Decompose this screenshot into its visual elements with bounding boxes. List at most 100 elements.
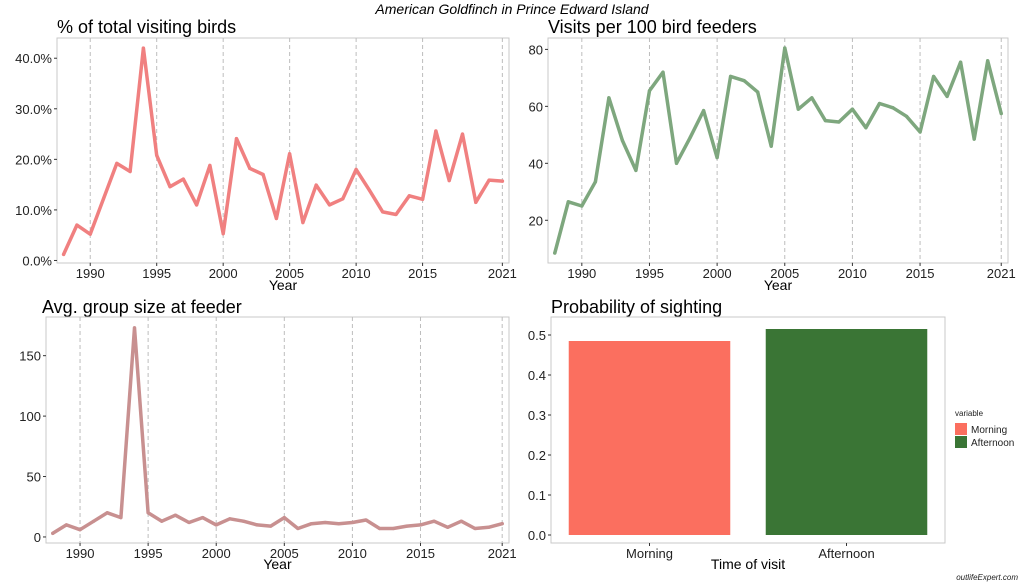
- data-point: [661, 70, 665, 74]
- data-point: [460, 132, 465, 136]
- data-point: [647, 89, 652, 93]
- data-point: [593, 180, 597, 184]
- data-point: [945, 94, 949, 98]
- data-point: [228, 517, 232, 521]
- x-tick-label: Morning: [626, 546, 673, 561]
- data-point: [62, 252, 66, 257]
- series-line: [553, 46, 1003, 255]
- y-tick-label: 20: [529, 213, 543, 228]
- data-point: [729, 74, 733, 79]
- data-point: [119, 516, 123, 520]
- data-point: [918, 130, 922, 134]
- legend-label: Afternoon: [971, 438, 1014, 449]
- y-tick-label: 40.0%: [15, 51, 52, 66]
- y-tick-label: 80: [529, 42, 543, 57]
- data-point: [783, 46, 787, 50]
- data-point: [234, 137, 239, 141]
- data-point: [715, 156, 719, 160]
- data-point: [986, 59, 990, 63]
- data-point: [337, 522, 341, 526]
- plot-area: [45, 316, 510, 544]
- data-point: [432, 519, 436, 523]
- data-point: [173, 513, 177, 517]
- data-point: [155, 153, 159, 157]
- data-point: [323, 520, 327, 525]
- chart-panel-sighting-probability: Probability of sighting 0.0 0.1 0.2 0.3 0.4 0.…: [528, 297, 1014, 572]
- data-point: [194, 203, 199, 207]
- legend-title: variable: [955, 409, 984, 418]
- data-point: [367, 188, 372, 192]
- x-axis-label: Year: [764, 277, 793, 293]
- x-tick-label: 2021: [987, 266, 1016, 281]
- series-line: [61, 46, 505, 257]
- data-point: [999, 111, 1003, 116]
- bar-morning: [568, 341, 731, 535]
- series-line: [51, 326, 504, 536]
- data-point: [261, 172, 265, 177]
- x-tick-label: 2005: [770, 266, 799, 281]
- data-point: [296, 526, 300, 531]
- data-point: [241, 519, 246, 523]
- data-point: [141, 46, 146, 50]
- data-point: [420, 197, 425, 201]
- x-tick-label: 2021: [488, 266, 517, 281]
- data-point: [354, 167, 358, 172]
- data-point: [248, 166, 252, 171]
- data-point: [959, 60, 963, 64]
- bar-afternoon: [765, 329, 928, 535]
- legend-swatch: [955, 436, 967, 448]
- data-point: [314, 183, 318, 187]
- footer-credit: outlifeExpert.com: [956, 573, 1018, 582]
- y-tick-label: 20.0%: [15, 152, 52, 167]
- data-point: [301, 220, 305, 225]
- x-tick-label: 2005: [275, 266, 304, 281]
- data-point: [350, 520, 354, 525]
- data-point: [904, 114, 909, 118]
- chart-panel-group-size: Avg. group size at feeder 1990 1995 2000 200…: [19, 297, 516, 572]
- data-point: [75, 223, 79, 227]
- data-point: [742, 79, 746, 83]
- data-point: [168, 185, 172, 189]
- data-point: [288, 152, 292, 156]
- x-tick-label: 1995: [142, 266, 171, 281]
- data-point: [500, 522, 504, 526]
- data-point: [381, 210, 385, 214]
- data-point: [459, 519, 463, 523]
- legend-label: Morning: [971, 425, 1007, 436]
- data-point: [160, 519, 164, 523]
- x-tick-label: 2000: [209, 266, 238, 281]
- y-tick-label: 0.3: [528, 408, 546, 423]
- data-point: [255, 523, 259, 527]
- y-tick-label: 60: [529, 99, 543, 114]
- data-point: [850, 107, 855, 111]
- data-point: [282, 516, 286, 520]
- data-point: [364, 518, 368, 522]
- data-point: [580, 204, 584, 208]
- data-point: [769, 144, 773, 148]
- x-tick-label: 2021: [488, 546, 517, 561]
- data-point: [181, 177, 185, 181]
- data-point: [877, 101, 882, 106]
- data-point: [864, 126, 868, 130]
- data-point: [473, 526, 477, 531]
- y-tick-label: 40: [529, 156, 543, 171]
- y-tick-label: 150: [19, 349, 41, 364]
- data-point: [674, 161, 679, 165]
- data-point: [837, 120, 841, 124]
- x-tick-label: 1990: [76, 266, 105, 281]
- data-point: [407, 194, 411, 198]
- x-tick-label: 2015: [408, 266, 437, 281]
- data-point: [620, 138, 625, 143]
- y-tick-label: 0: [34, 530, 41, 545]
- data-point: [115, 161, 119, 165]
- data-point: [105, 511, 109, 515]
- x-axis-label: Year: [269, 277, 298, 293]
- data-point: [972, 137, 976, 141]
- data-point: [221, 232, 225, 236]
- data-point: [391, 526, 395, 531]
- data-point: [756, 90, 760, 94]
- data-point: [487, 178, 491, 182]
- y-tick-label: 0.2: [528, 448, 546, 463]
- y-tick-label: 0.0: [528, 528, 546, 543]
- data-point: [92, 519, 96, 523]
